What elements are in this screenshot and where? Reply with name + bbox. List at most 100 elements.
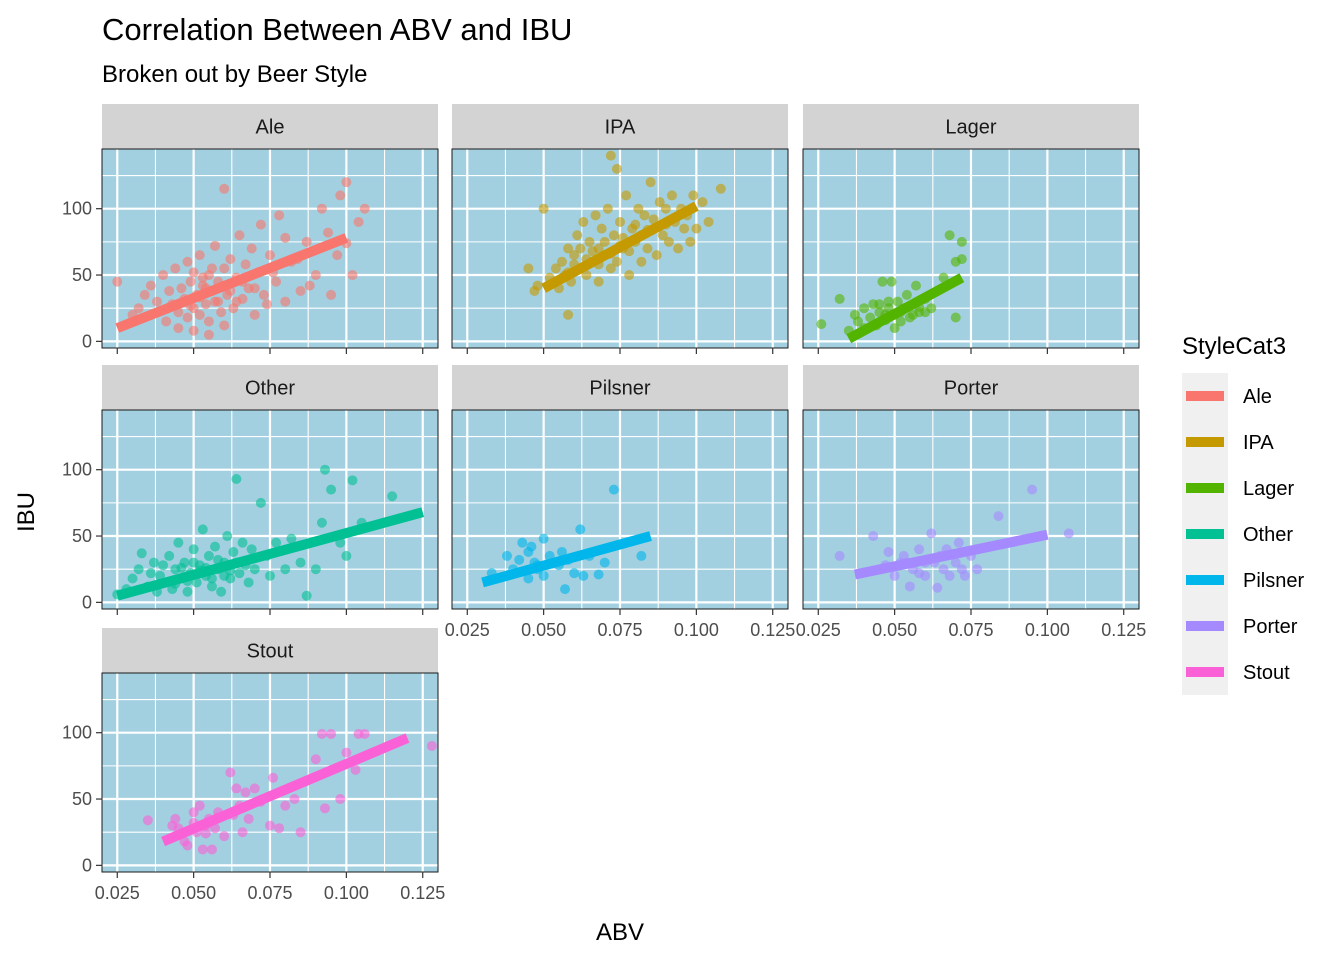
data-point [301, 590, 312, 601]
data-point [210, 240, 221, 251]
data-point [206, 573, 217, 584]
data-point [517, 537, 528, 548]
data-point [323, 227, 334, 238]
data-point [972, 564, 983, 575]
data-point [596, 223, 607, 234]
data-point [219, 263, 230, 274]
legend-item-ale: Ale [1182, 373, 1272, 419]
data-point [593, 276, 604, 287]
y-tick-label: 0 [82, 855, 92, 875]
y-tick-label: 0 [82, 592, 92, 612]
data-point [310, 564, 321, 575]
data-point [246, 544, 257, 555]
data-point [188, 557, 199, 568]
facet-strip-other [102, 365, 438, 410]
data-point [920, 307, 931, 318]
data-point [642, 243, 653, 254]
data-point [280, 564, 291, 575]
facet-strip-lager [803, 104, 1139, 149]
data-point [240, 787, 251, 798]
data-point [228, 546, 239, 557]
x-tick-label: 0.075 [948, 620, 993, 640]
data-point [240, 259, 251, 270]
data-point [258, 289, 269, 300]
legend-label: Ale [1243, 386, 1272, 408]
data-point [148, 557, 159, 568]
data-point [249, 309, 260, 320]
x-axis-title: ABV [596, 919, 644, 946]
x-tick-label: 0.050 [171, 883, 216, 903]
data-point [874, 299, 885, 310]
y-tick-label: 50 [72, 526, 92, 546]
data-point [1063, 528, 1074, 539]
data-point [944, 570, 955, 581]
y-tick-label: 50 [72, 265, 92, 285]
data-point [197, 272, 208, 283]
data-point [523, 546, 534, 557]
data-point [206, 263, 217, 274]
data-point [575, 524, 586, 535]
data-point [578, 570, 589, 581]
data-point [901, 289, 912, 300]
data-point [538, 203, 549, 214]
data-point [572, 230, 583, 241]
x-tick-label: 0.125 [1101, 620, 1146, 640]
data-point [271, 276, 282, 287]
trend-line [115, 507, 425, 601]
data-point [188, 325, 199, 336]
data-point [679, 223, 690, 234]
data-point [301, 236, 312, 247]
data-point [310, 270, 321, 281]
data-point [271, 537, 282, 548]
data-point [289, 794, 300, 805]
trend-line [846, 273, 965, 344]
data-point [691, 223, 702, 234]
data-point [231, 783, 242, 794]
data-point [274, 823, 285, 834]
x-tick-label: 0.025 [796, 620, 841, 640]
facet-porter: Porter 0.025 0.050 0.075 0.100 0.125 [796, 365, 1146, 640]
data-point [173, 323, 184, 334]
facet-grid: Ale 0 50 100 IPA Lager Other 0 50 100 Pilsner 0.025… [62, 104, 1146, 903]
data-point [852, 316, 863, 327]
data-point [145, 568, 156, 579]
legend-item-pilsner: Pilsner [1182, 557, 1304, 603]
x-tick-label: 0.050 [872, 620, 917, 640]
y-tick-label: 0 [82, 331, 92, 351]
data-point [648, 214, 659, 225]
data-point [335, 190, 346, 201]
data-point [136, 548, 147, 559]
data-point [645, 177, 656, 188]
data-point [350, 764, 361, 775]
data-point [868, 531, 879, 542]
chart-title: Correlation Between ABV and IBU [102, 12, 572, 47]
data-point [170, 263, 181, 274]
x-tick-label: 0.050 [521, 620, 566, 640]
gridlines [452, 149, 788, 348]
trend-line [161, 733, 410, 847]
legend: StyleCat3 Ale IPA Lager Other Pilsner Porter S… [1172, 320, 1336, 702]
gridlines [452, 410, 788, 609]
facet-strip-label: Lager [945, 117, 996, 139]
data-point [197, 844, 208, 855]
data-point [834, 293, 845, 304]
gridlines [803, 149, 1139, 348]
legend-label: Pilsner [1243, 570, 1304, 592]
data-point [191, 577, 202, 588]
data-point [222, 531, 233, 542]
facet-strip-porter [803, 365, 1139, 410]
data-point [310, 754, 321, 765]
data-point [914, 568, 925, 579]
data-point [563, 243, 574, 254]
data-point [865, 312, 876, 323]
data-point [663, 236, 674, 247]
data-point [359, 729, 370, 740]
data-point [145, 280, 156, 291]
data-point [295, 557, 306, 568]
data-point [246, 243, 257, 254]
data-point [956, 254, 967, 265]
data-point [532, 280, 543, 291]
data-point [213, 296, 224, 307]
data-point [335, 794, 346, 805]
legend-item-ipa: IPA [1182, 419, 1274, 465]
